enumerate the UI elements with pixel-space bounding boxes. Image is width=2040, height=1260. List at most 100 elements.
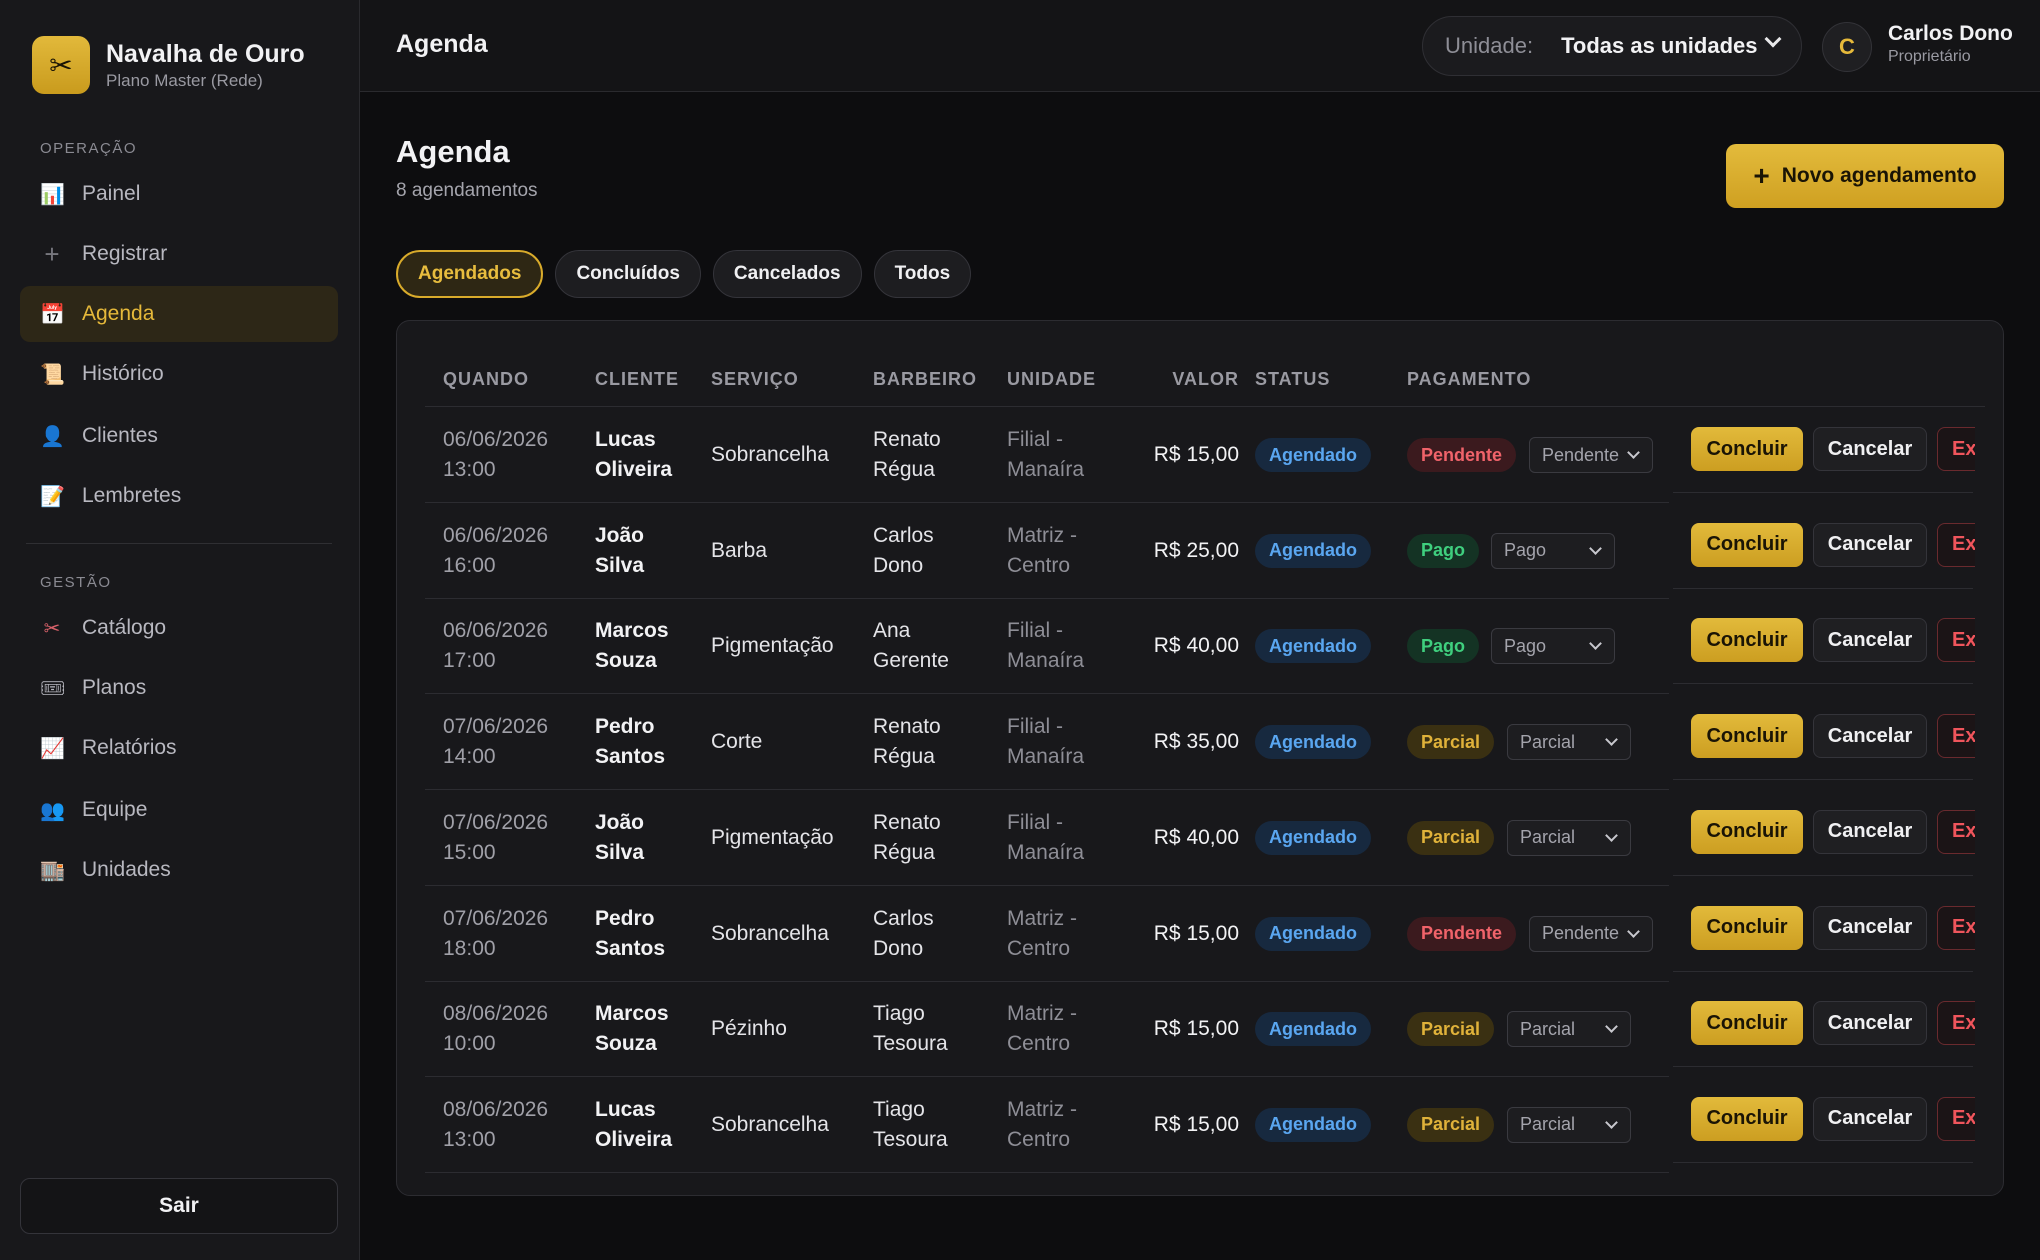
extra-button[interactable]: Ex xyxy=(1937,714,1975,759)
user-name: Carlos Dono xyxy=(1888,22,2013,45)
sidebar-item-catalogo[interactable]: ✂ Catálogo xyxy=(20,600,338,656)
row-divider xyxy=(425,980,1669,982)
payment-select[interactable]: Parcial xyxy=(1507,819,1631,856)
new-appointment-label: Novo agendamento xyxy=(1781,164,1977,187)
payment-select[interactable]: Pendente xyxy=(1529,437,1653,473)
cell-client[interactable]: Marcos Souza xyxy=(595,616,705,676)
column-header-valor: VALOR xyxy=(1172,369,1239,389)
cell-when: 07/06/2026 15:00 xyxy=(443,808,583,868)
barber-first-name: Renato xyxy=(873,715,941,739)
payment-select[interactable]: Parcial xyxy=(1507,1011,1631,1048)
cell-unit: Filial - Manaíra xyxy=(1007,616,1117,676)
sidebar-item-label: Equipe xyxy=(82,798,148,821)
conclude-button[interactable]: Concluir xyxy=(1691,1096,1803,1141)
tab-todos[interactable]: Todos xyxy=(873,250,972,298)
sidebar-item-relatorios[interactable]: 📈 Relatórios xyxy=(20,720,338,776)
sidebar-item-planos[interactable]: 🎟 Planos xyxy=(20,660,338,716)
extra-button[interactable]: Ex xyxy=(1937,1096,1975,1141)
cancel-button[interactable]: Cancelar xyxy=(1813,1001,1927,1046)
cell-unit: Matriz - Centro xyxy=(1007,521,1117,581)
cell-barber: Carlos Dono xyxy=(873,904,993,964)
payment-select-value: Pendente xyxy=(1542,444,1620,465)
extra-button[interactable]: Ex xyxy=(1937,427,1975,471)
conclude-button[interactable]: Concluir xyxy=(1691,714,1803,759)
sidebar-item-clientes[interactable]: 👤 Clientes xyxy=(20,408,338,464)
cancel-button[interactable]: Cancelar xyxy=(1813,905,1927,950)
plus-icon: + xyxy=(1753,160,1770,191)
conclude-button[interactable]: Concluir xyxy=(1691,1001,1803,1046)
unit-line-1: Filial - xyxy=(1007,619,1063,643)
cell-service: Sobrancelha xyxy=(711,443,829,466)
unit-line-2: Centro xyxy=(1007,936,1071,960)
extra-button[interactable]: Ex xyxy=(1937,522,1975,567)
cancel-button[interactable]: Cancelar xyxy=(1813,809,1927,854)
sidebar-item-lembretes[interactable]: 📝 Lembretes xyxy=(20,468,338,524)
extra-button-clip: Ex xyxy=(1937,522,1975,567)
payment-select[interactable]: Pago xyxy=(1491,532,1615,569)
conclude-button[interactable]: Concluir xyxy=(1691,522,1803,567)
row-divider xyxy=(425,789,1669,791)
tab-cancelados[interactable]: Cancelados xyxy=(712,250,862,298)
sidebar-item-unidades[interactable]: 🏬 Unidades xyxy=(20,842,338,898)
conclude-button[interactable]: Concluir xyxy=(1691,905,1803,950)
cell-client[interactable]: João Silva xyxy=(595,808,705,868)
unit-line-2: Centro xyxy=(1007,1032,1071,1056)
payment-select[interactable]: Pago xyxy=(1491,628,1615,665)
extra-button[interactable]: Ex xyxy=(1937,809,1975,854)
extra-button[interactable]: Ex xyxy=(1937,1001,1975,1046)
extra-button[interactable]: Ex xyxy=(1937,905,1975,950)
cancel-button[interactable]: Cancelar xyxy=(1813,522,1927,567)
logout-button[interactable]: Sair xyxy=(20,1178,338,1234)
sidebar-item-equipe[interactable]: 👥 Equipe xyxy=(20,782,338,838)
sidebar-item-label: Lembretes xyxy=(82,484,182,507)
brand[interactable]: ✂ Navalha de Ouro Plano Master (Rede) xyxy=(32,36,305,94)
sidebar-item-agenda[interactable]: 📅 Agenda xyxy=(20,286,338,342)
sidebar-item-painel[interactable]: 📊 Painel xyxy=(20,166,338,222)
row-divider-actions xyxy=(1673,587,1973,589)
cell-client[interactable]: Marcos Souza xyxy=(595,999,705,1059)
column-header-unidade: UNIDADE xyxy=(1007,369,1097,389)
conclude-button[interactable]: Concluir xyxy=(1691,427,1803,471)
cell-client[interactable]: Pedro Santos xyxy=(595,712,705,772)
new-appointment-button[interactable]: + Novo agendamento xyxy=(1726,144,2004,208)
cell-date: 08/06/2026 xyxy=(443,1097,549,1121)
cell-date: 08/06/2026 xyxy=(443,1002,549,1026)
tab-concluidos[interactable]: Concluídos xyxy=(555,250,701,298)
cell-time: 13:00 xyxy=(443,458,496,481)
extra-button[interactable]: Ex xyxy=(1937,618,1975,663)
payment-select[interactable]: Parcial xyxy=(1507,1106,1631,1143)
payment-select-value: Parcial xyxy=(1520,1018,1576,1039)
cell-unit: Matriz - Centro xyxy=(1007,904,1117,964)
payment-select-value: Pago xyxy=(1504,635,1547,656)
barber-last-name: Régua xyxy=(873,840,935,864)
tab-agendados[interactable]: Agendados xyxy=(396,250,544,298)
cell-client[interactable]: João Silva xyxy=(595,521,705,581)
payment-badge: Parcial xyxy=(1407,1012,1495,1047)
avatar[interactable]: C xyxy=(1822,22,1872,72)
sidebar-item-historico[interactable]: 📜 Histórico xyxy=(20,346,338,402)
conclude-button[interactable]: Concluir xyxy=(1691,809,1803,854)
payment-select[interactable]: Parcial xyxy=(1507,724,1631,761)
cancel-button[interactable]: Cancelar xyxy=(1813,427,1927,471)
payment-select[interactable]: Pendente xyxy=(1529,915,1653,952)
table-row: 07/06/2026 15:00 João Silva Pigmentação … xyxy=(397,790,2003,886)
row-divider xyxy=(425,884,1669,886)
conclude-button[interactable]: Concluir xyxy=(1691,618,1803,663)
status-tabs: Agendados Concluídos Cancelados Todos xyxy=(396,250,983,298)
cancel-button[interactable]: Cancelar xyxy=(1813,618,1927,663)
cancel-button[interactable]: Cancelar xyxy=(1813,714,1927,759)
cell-client[interactable]: Lucas Oliveira xyxy=(595,425,705,485)
client-last-name: Santos xyxy=(595,936,666,960)
cell-client[interactable]: Lucas Oliveira xyxy=(595,1095,705,1155)
sidebar-item-registrar[interactable]: + Registrar xyxy=(20,226,338,282)
client-first-name: João xyxy=(595,810,645,834)
cancel-button[interactable]: Cancelar xyxy=(1813,1096,1927,1141)
cell-barber: Renato Régua xyxy=(873,425,993,485)
barber-last-name: Dono xyxy=(873,936,924,960)
table-row: 06/06/2026 17:00 Marcos Souza Pigmentaçã… xyxy=(397,598,2003,695)
barber-first-name: Renato xyxy=(873,810,941,834)
unit-select[interactable]: Unidade: Todas as unidades xyxy=(1422,16,1802,76)
extra-button-clip: Ex xyxy=(1937,809,1975,854)
extra-button-clip: Ex xyxy=(1937,1001,1975,1046)
cell-client[interactable]: Pedro Santos xyxy=(595,904,705,964)
